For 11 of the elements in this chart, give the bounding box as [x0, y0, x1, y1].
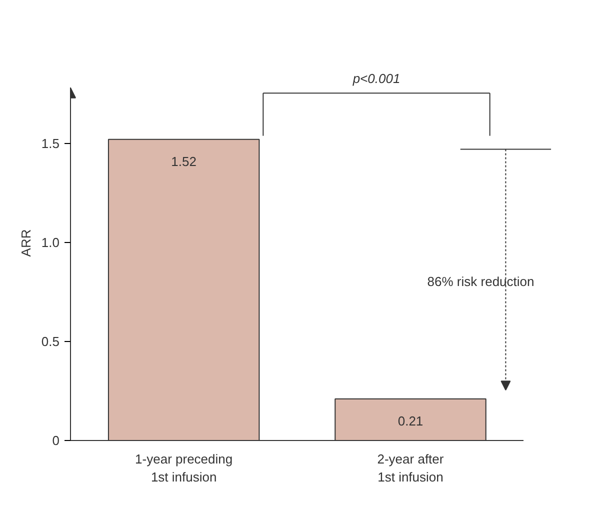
text: p<0.001 [352, 71, 400, 86]
x-tick-label: 1-year preceding 1st infusion [135, 452, 233, 484]
data-label: 0.21 [398, 414, 424, 429]
y-axis-title: ARR [18, 229, 34, 257]
y-tick-label: 1.0 [41, 234, 60, 250]
annotation: 86% risk reduction [427, 274, 534, 289]
data-label: 1.52 [171, 154, 196, 169]
y-tick-label: 1.5 [41, 136, 60, 151]
x-tick-label: 2-year after 1st infusion [377, 452, 444, 484]
y-tick-label: 0.5 [41, 334, 60, 349]
y-tick-label: 0 [52, 433, 60, 448]
